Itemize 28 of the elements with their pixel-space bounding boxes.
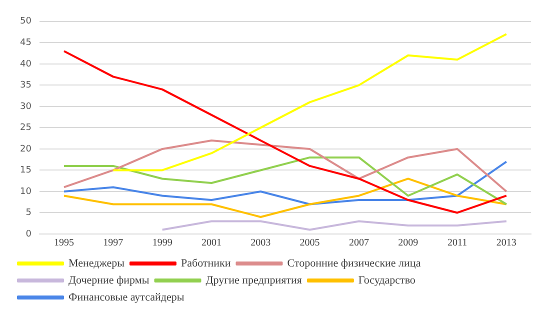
x-tick-label: 2007 [348, 238, 369, 249]
legend-label: Государство [358, 274, 416, 286]
x-tick-label: 2001 [201, 238, 222, 249]
legend-label: Финансовые аутсайдеры [68, 291, 185, 304]
legend-label: Дочерние фирмы [68, 274, 150, 286]
legend-label: Другие предприятия [206, 274, 302, 286]
x-tick-label: 2009 [398, 238, 418, 249]
legend-label: Менеджеры [68, 257, 126, 270]
x-tick-label: 2005 [300, 238, 320, 249]
y-tick-label: 15 [20, 166, 32, 176]
y-tick-label: 5 [26, 208, 32, 218]
x-tick-label: 1999 [152, 238, 172, 249]
legend-label: Сторонние физические лица [287, 257, 421, 270]
y-tick-label: 25 [20, 123, 32, 134]
y-tick-label: 20 [20, 144, 32, 154]
y-tick-label: 35 [20, 80, 32, 91]
y-tick-label: 45 [20, 38, 32, 48]
legend-label: Работники [180, 257, 231, 270]
y-tick-label: 0 [26, 229, 32, 240]
y-tick-label: 10 [20, 186, 32, 197]
x-tick-label: 1995 [54, 238, 74, 249]
x-tick-label: 2013 [496, 238, 516, 249]
y-tick-label: 30 [20, 102, 32, 112]
x-tick-label: 2003 [250, 238, 271, 249]
x-tick-label: 1997 [103, 238, 124, 249]
x-tick-label: 2011 [447, 238, 468, 249]
y-tick-label: 40 [20, 59, 32, 70]
y-tick-label: 50 [20, 16, 32, 27]
